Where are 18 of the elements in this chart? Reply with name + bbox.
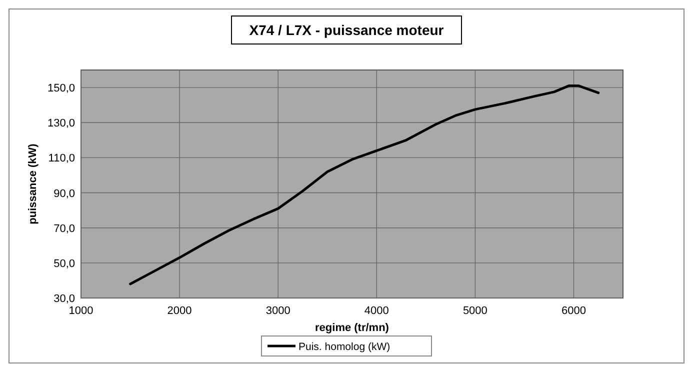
- x-axis-title: regime (tr/mn): [315, 322, 390, 334]
- y-axis-title: puissance (kW): [27, 143, 39, 224]
- line-series: [129, 84, 600, 286]
- x-tick-label: 5000: [462, 305, 488, 317]
- y-tick-label: 50,0: [54, 258, 75, 270]
- y-tick-label: 30,0: [54, 293, 75, 305]
- x-tick-label: 6000: [561, 305, 586, 317]
- y-tick-label: 150,0: [47, 82, 75, 95]
- x-tick-label: 1000: [68, 305, 94, 317]
- x-tick-label: 4000: [364, 305, 389, 317]
- legend-label: Puis. homolog (kW): [298, 341, 390, 353]
- y-tick-label: 110,0: [48, 152, 75, 165]
- y-tick-label: 130,0: [47, 118, 75, 130]
- x-tick-label: 3000: [266, 305, 290, 317]
- y-tick-label: 70,0: [54, 222, 75, 235]
- chart-title: X74 / L7X - puissance moteur: [249, 22, 444, 38]
- x-tick-label: 2000: [167, 305, 192, 317]
- y-tick-label: 90,0: [54, 188, 75, 200]
